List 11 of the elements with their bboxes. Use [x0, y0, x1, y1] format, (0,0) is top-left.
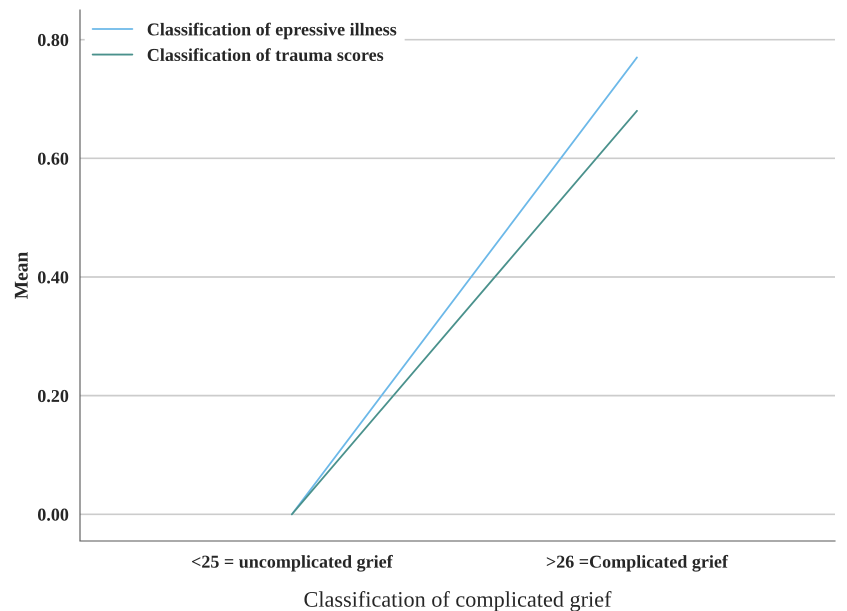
y-tick-label: 0.20	[38, 390, 68, 402]
y-axis-title: Mean	[14, 252, 28, 299]
y-tick-label: 0.80	[38, 34, 68, 46]
x-axis-title: Classification of complicated grief	[304, 591, 612, 611]
x-tick-label: <25 = uncomplicated grief	[192, 554, 393, 572]
y-tick-label: 0.00	[38, 508, 68, 521]
legend-label: Classification of epressive illness	[148, 22, 396, 40]
y-tick-label: 0.40	[38, 271, 68, 284]
x-tick-label: >26 =Complicated grief	[546, 554, 728, 572]
legend-label: Classification of trauma scores	[148, 48, 384, 62]
y-tick-label: 0.60	[38, 152, 68, 165]
